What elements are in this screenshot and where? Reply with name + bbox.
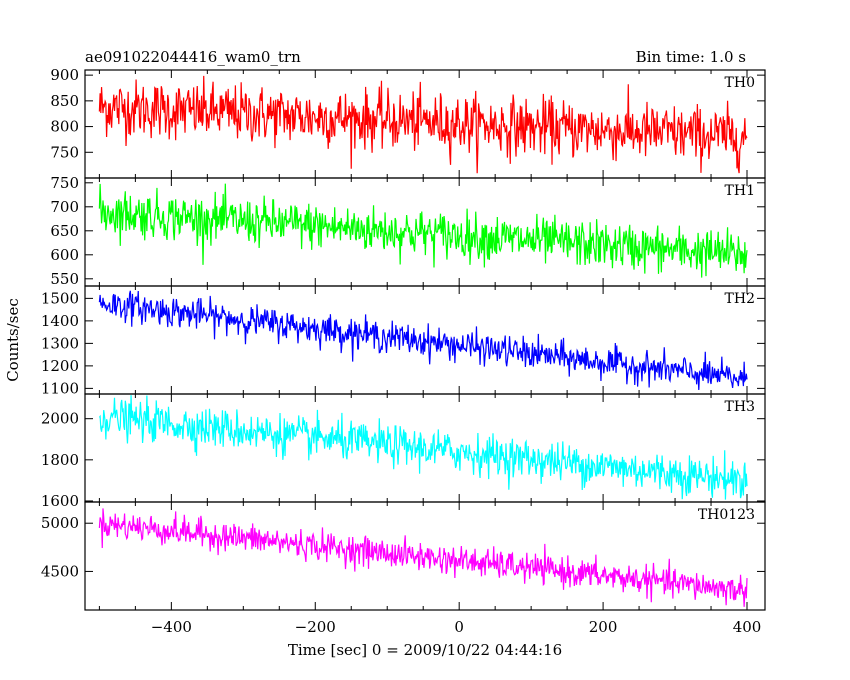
y-tick-label: 1300	[41, 334, 79, 352]
y-tick-label: 900	[50, 66, 79, 84]
panel-frame-th0123	[84, 501, 766, 611]
y-tick-label: 750	[50, 174, 79, 192]
panel-label-th3: TH3	[725, 399, 755, 415]
y-tick-label: 650	[50, 222, 79, 240]
x-tick-label: 400	[733, 618, 762, 636]
y-tick-label: 1200	[41, 357, 79, 375]
series-line-th0	[98, 75, 748, 174]
panel-label-th0: TH0	[725, 75, 755, 91]
series-line-th3	[98, 395, 748, 500]
bin-time-label: Bin time: 1.0 s	[636, 48, 746, 66]
chart-title: ae091022044416_wam0_trn	[85, 48, 301, 66]
series-line-th0123	[98, 508, 748, 607]
panel-label-th1: TH1	[725, 183, 755, 199]
x-tick-label: −200	[295, 618, 336, 636]
y-tick-label: 1100	[41, 379, 79, 397]
x-tick-label: 200	[589, 618, 618, 636]
y-tick-label: 4500	[41, 562, 79, 580]
y-tick-label: 1500	[41, 289, 79, 307]
panel-label-th0123: TH0123	[698, 507, 755, 523]
y-tick-label: 5000	[41, 514, 79, 532]
panels-group: 750 800 850 900 TH0 550 600 650 700 750 TH1 1100 120…	[41, 66, 766, 636]
x-tick-label: −400	[151, 618, 192, 636]
y-tick-label: 700	[50, 198, 79, 216]
y-tick-label: 800	[50, 118, 79, 136]
x-tick-label: 0	[454, 618, 464, 636]
y-tick-label: 600	[50, 246, 79, 264]
y-tick-label: 2000	[41, 410, 79, 428]
y-tick-label: 1600	[41, 492, 79, 510]
series-line-th2	[98, 290, 748, 390]
x-axis-label: Time [sec] 0 = 2009/10/22 04:44:16	[288, 641, 562, 659]
y-tick-label: 550	[50, 270, 79, 288]
y-tick-label: 1400	[41, 312, 79, 330]
panel-label-th2: TH2	[725, 291, 755, 307]
y-tick-label: 1800	[41, 451, 79, 469]
y-tick-label: 750	[50, 143, 79, 161]
y-axis-label: Counts/sec	[4, 298, 22, 382]
series-line-th1	[98, 183, 748, 278]
y-tick-label: 850	[50, 92, 79, 110]
